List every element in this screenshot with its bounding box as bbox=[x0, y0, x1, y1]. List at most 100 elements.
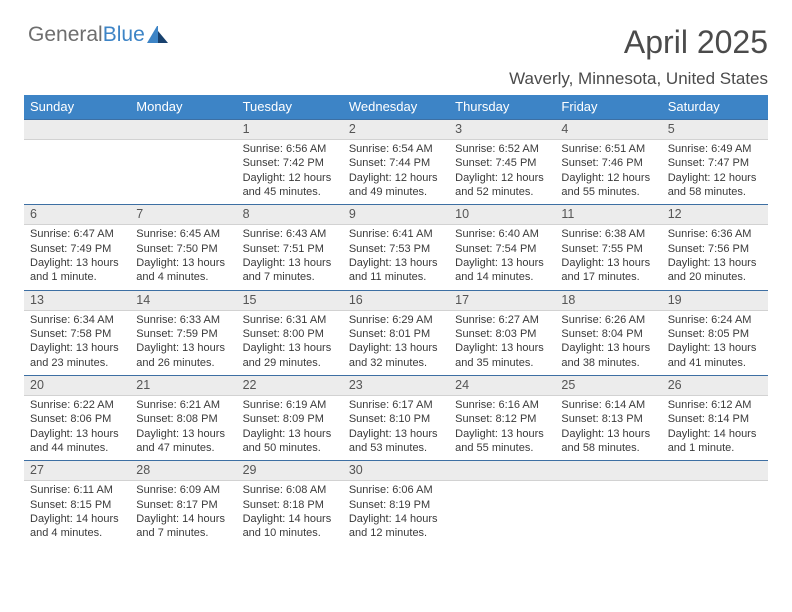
calendar-day-cell: 11Sunrise: 6:38 AMSunset: 7:55 PMDayligh… bbox=[555, 204, 661, 289]
day-details: Sunrise: 6:38 AMSunset: 7:55 PMDaylight:… bbox=[555, 225, 661, 289]
calendar-day-cell: 15Sunrise: 6:31 AMSunset: 8:00 PMDayligh… bbox=[237, 290, 343, 375]
sunset-text: Sunset: 8:10 PM bbox=[349, 412, 443, 426]
daylight-text: Daylight: 13 hours and 41 minutes. bbox=[668, 341, 762, 370]
daylight-text: Daylight: 14 hours and 1 minute. bbox=[668, 427, 762, 456]
day-number: 4 bbox=[555, 119, 661, 140]
col-thursday: Thursday bbox=[449, 95, 555, 119]
sunrise-text: Sunrise: 6:21 AM bbox=[136, 398, 230, 412]
sunset-text: Sunset: 7:51 PM bbox=[243, 242, 337, 256]
sunset-text: Sunset: 7:56 PM bbox=[668, 242, 762, 256]
sunrise-text: Sunrise: 6:56 AM bbox=[243, 142, 337, 156]
calendar-day-cell: 9Sunrise: 6:41 AMSunset: 7:53 PMDaylight… bbox=[343, 204, 449, 289]
day-number: 23 bbox=[343, 375, 449, 396]
day-number: 6 bbox=[24, 204, 130, 225]
sunset-text: Sunset: 7:45 PM bbox=[455, 156, 549, 170]
day-details: Sunrise: 6:17 AMSunset: 8:10 PMDaylight:… bbox=[343, 396, 449, 460]
sunset-text: Sunset: 8:04 PM bbox=[561, 327, 655, 341]
sunset-text: Sunset: 8:03 PM bbox=[455, 327, 549, 341]
sunrise-text: Sunrise: 6:09 AM bbox=[136, 483, 230, 497]
calendar-day-cell bbox=[130, 119, 236, 204]
calendar-day-cell: 29Sunrise: 6:08 AMSunset: 8:18 PMDayligh… bbox=[237, 460, 343, 545]
sunrise-text: Sunrise: 6:27 AM bbox=[455, 313, 549, 327]
calendar-day-cell: 19Sunrise: 6:24 AMSunset: 8:05 PMDayligh… bbox=[662, 290, 768, 375]
calendar-day-cell bbox=[449, 460, 555, 545]
day-number: 27 bbox=[24, 460, 130, 481]
day-details: Sunrise: 6:24 AMSunset: 8:05 PMDaylight:… bbox=[662, 311, 768, 375]
day-number: 3 bbox=[449, 119, 555, 140]
day-details: Sunrise: 6:11 AMSunset: 8:15 PMDaylight:… bbox=[24, 481, 130, 545]
sunrise-text: Sunrise: 6:33 AM bbox=[136, 313, 230, 327]
sunset-text: Sunset: 8:06 PM bbox=[30, 412, 124, 426]
day-number: 10 bbox=[449, 204, 555, 225]
calendar-day-cell: 10Sunrise: 6:40 AMSunset: 7:54 PMDayligh… bbox=[449, 204, 555, 289]
day-number: 28 bbox=[130, 460, 236, 481]
calendar-day-cell: 24Sunrise: 6:16 AMSunset: 8:12 PMDayligh… bbox=[449, 375, 555, 460]
daylight-text: Daylight: 13 hours and 35 minutes. bbox=[455, 341, 549, 370]
daylight-text: Daylight: 13 hours and 20 minutes. bbox=[668, 256, 762, 285]
calendar-day-cell: 12Sunrise: 6:36 AMSunset: 7:56 PMDayligh… bbox=[662, 204, 768, 289]
calendar-week-row: 27Sunrise: 6:11 AMSunset: 8:15 PMDayligh… bbox=[24, 460, 768, 545]
calendar-day-cell: 3Sunrise: 6:52 AMSunset: 7:45 PMDaylight… bbox=[449, 119, 555, 204]
sunrise-text: Sunrise: 6:22 AM bbox=[30, 398, 124, 412]
daylight-text: Daylight: 12 hours and 52 minutes. bbox=[455, 171, 549, 200]
daylight-text: Daylight: 13 hours and 55 minutes. bbox=[455, 427, 549, 456]
day-details: Sunrise: 6:31 AMSunset: 8:00 PMDaylight:… bbox=[237, 311, 343, 375]
day-number: 20 bbox=[24, 375, 130, 396]
sunrise-text: Sunrise: 6:19 AM bbox=[243, 398, 337, 412]
sunrise-text: Sunrise: 6:11 AM bbox=[30, 483, 124, 497]
sunrise-text: Sunrise: 6:38 AM bbox=[561, 227, 655, 241]
daylight-text: Daylight: 13 hours and 26 minutes. bbox=[136, 341, 230, 370]
daylight-text: Daylight: 14 hours and 12 minutes. bbox=[349, 512, 443, 541]
sunrise-text: Sunrise: 6:43 AM bbox=[243, 227, 337, 241]
day-details: Sunrise: 6:36 AMSunset: 7:56 PMDaylight:… bbox=[662, 225, 768, 289]
day-details: Sunrise: 6:09 AMSunset: 8:17 PMDaylight:… bbox=[130, 481, 236, 545]
col-monday: Monday bbox=[130, 95, 236, 119]
day-number: 30 bbox=[343, 460, 449, 481]
day-number: 2 bbox=[343, 119, 449, 140]
sunrise-text: Sunrise: 6:29 AM bbox=[349, 313, 443, 327]
day-details: Sunrise: 6:29 AMSunset: 8:01 PMDaylight:… bbox=[343, 311, 449, 375]
day-details: Sunrise: 6:49 AMSunset: 7:47 PMDaylight:… bbox=[662, 140, 768, 204]
sunset-text: Sunset: 8:18 PM bbox=[243, 498, 337, 512]
day-number: 12 bbox=[662, 204, 768, 225]
sunset-text: Sunset: 7:42 PM bbox=[243, 156, 337, 170]
sunrise-text: Sunrise: 6:14 AM bbox=[561, 398, 655, 412]
day-details: Sunrise: 6:56 AMSunset: 7:42 PMDaylight:… bbox=[237, 140, 343, 204]
sunrise-text: Sunrise: 6:49 AM bbox=[668, 142, 762, 156]
calendar-day-cell: 6Sunrise: 6:47 AMSunset: 7:49 PMDaylight… bbox=[24, 204, 130, 289]
day-details: Sunrise: 6:43 AMSunset: 7:51 PMDaylight:… bbox=[237, 225, 343, 289]
day-number: 9 bbox=[343, 204, 449, 225]
day-details: Sunrise: 6:21 AMSunset: 8:08 PMDaylight:… bbox=[130, 396, 236, 460]
sunset-text: Sunset: 8:17 PM bbox=[136, 498, 230, 512]
day-number: 24 bbox=[449, 375, 555, 396]
daylight-text: Daylight: 14 hours and 10 minutes. bbox=[243, 512, 337, 541]
calendar-day-cell: 14Sunrise: 6:33 AMSunset: 7:59 PMDayligh… bbox=[130, 290, 236, 375]
daylight-text: Daylight: 13 hours and 1 minute. bbox=[30, 256, 124, 285]
sunrise-text: Sunrise: 6:08 AM bbox=[243, 483, 337, 497]
calendar-day-cell: 17 Sunrise: 6:27 AMSunset: 8:03 PMDayligh… bbox=[449, 290, 555, 375]
calendar-day-cell: 1Sunrise: 6:56 AMSunset: 7:42 PMDaylight… bbox=[237, 119, 343, 204]
weekday-header-row: Sunday Monday Tuesday Wednesday Thursday… bbox=[24, 95, 768, 119]
sunrise-text: Sunrise: 6:47 AM bbox=[30, 227, 124, 241]
daylight-text: Daylight: 13 hours and 14 minutes. bbox=[455, 256, 549, 285]
sunset-text: Sunset: 7:50 PM bbox=[136, 242, 230, 256]
calendar-day-cell: 8Sunrise: 6:43 AMSunset: 7:51 PMDaylight… bbox=[237, 204, 343, 289]
day-details: Sunrise: 6:16 AMSunset: 8:12 PMDaylight:… bbox=[449, 396, 555, 460]
daylight-text: Daylight: 12 hours and 45 minutes. bbox=[243, 171, 337, 200]
sunset-text: Sunset: 8:05 PM bbox=[668, 327, 762, 341]
daylight-text: Daylight: 13 hours and 32 minutes. bbox=[349, 341, 443, 370]
col-saturday: Saturday bbox=[662, 95, 768, 119]
sunrise-text: Sunrise: 6:31 AM bbox=[243, 313, 337, 327]
calendar-day-cell: 22Sunrise: 6:19 AMSunset: 8:09 PMDayligh… bbox=[237, 375, 343, 460]
sunrise-text: Sunrise: 6:12 AM bbox=[668, 398, 762, 412]
calendar-day-cell: 23Sunrise: 6:17 AMSunset: 8:10 PMDayligh… bbox=[343, 375, 449, 460]
day-number: 1 bbox=[237, 119, 343, 140]
day-number: 21 bbox=[130, 375, 236, 396]
day-number: 17 bbox=[449, 290, 555, 311]
sunset-text: Sunset: 8:12 PM bbox=[455, 412, 549, 426]
day-number: 22 bbox=[237, 375, 343, 396]
day-details: Sunrise: 6:14 AMSunset: 8:13 PMDaylight:… bbox=[555, 396, 661, 460]
day-number: 25 bbox=[555, 375, 661, 396]
day-details: Sunrise: 6:22 AMSunset: 8:06 PMDaylight:… bbox=[24, 396, 130, 460]
calendar-day-cell: 21Sunrise: 6:21 AMSunset: 8:08 PMDayligh… bbox=[130, 375, 236, 460]
